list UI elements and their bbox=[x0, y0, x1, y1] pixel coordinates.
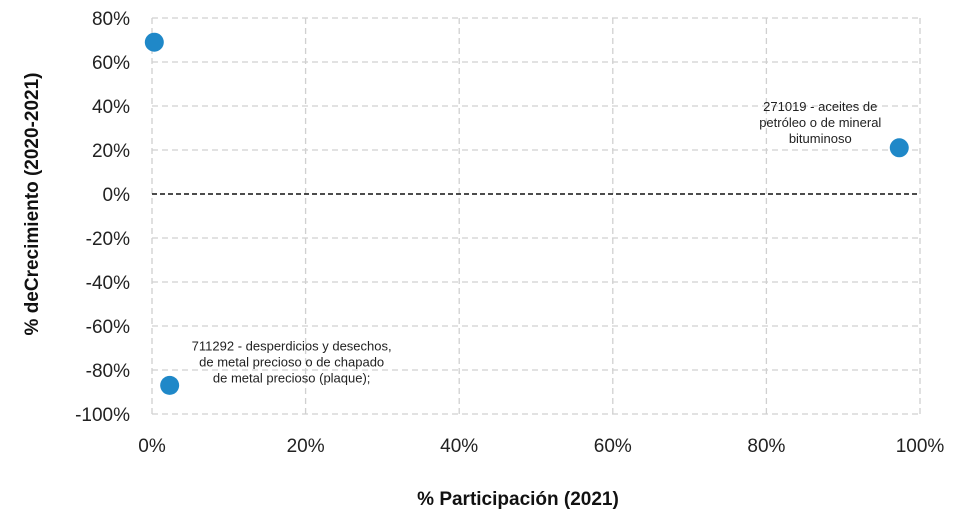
x-tick-label: 0% bbox=[138, 436, 166, 457]
y-tick-label: -80% bbox=[86, 361, 130, 382]
y-tick-labels: 80% 60% 40% 20% 0% -20% -40% -60% -80% -100% bbox=[75, 9, 130, 426]
data-point bbox=[144, 32, 164, 52]
point-annotation-line: 711292 - desperdicios y desechos, bbox=[192, 338, 392, 353]
y-tick-label: 20% bbox=[92, 141, 130, 162]
grid-lines bbox=[151, 17, 921, 415]
x-tick-label: 20% bbox=[287, 436, 325, 457]
x-tick-label: 60% bbox=[594, 436, 632, 457]
y-tick-label: -60% bbox=[86, 317, 130, 338]
y-tick-label: 80% bbox=[92, 9, 130, 30]
y-tick-label: -100% bbox=[75, 405, 130, 426]
x-tick-label: 80% bbox=[747, 436, 785, 457]
point-annotation-line: de metal precioso (plaque); bbox=[213, 370, 371, 385]
x-tick-label: 40% bbox=[440, 436, 478, 457]
y-tick-label: -40% bbox=[86, 273, 130, 294]
point-annotation-line: petróleo o de mineral bbox=[759, 115, 881, 130]
y-axis-title: % deCrecimiento (2020-2021) bbox=[22, 73, 43, 336]
point-annotation-line: 271019 - aceites de bbox=[763, 99, 877, 114]
x-tick-label: 100% bbox=[896, 436, 945, 457]
y-tick-label: 0% bbox=[103, 185, 131, 206]
data-point bbox=[160, 375, 180, 395]
y-tick-label: 60% bbox=[92, 53, 130, 74]
x-tick-labels: 0% 20% 40% 60% 80% 100% bbox=[138, 436, 944, 457]
y-tick-label: 40% bbox=[92, 97, 130, 118]
data-point bbox=[889, 138, 909, 158]
point-annotation-line: bituminoso bbox=[789, 131, 852, 146]
data-points bbox=[144, 32, 909, 395]
y-tick-label: -20% bbox=[86, 229, 130, 250]
point-annotation-line: de metal precioso o de chapado bbox=[199, 354, 384, 369]
x-axis-title: % Participación (2021) bbox=[417, 489, 619, 510]
